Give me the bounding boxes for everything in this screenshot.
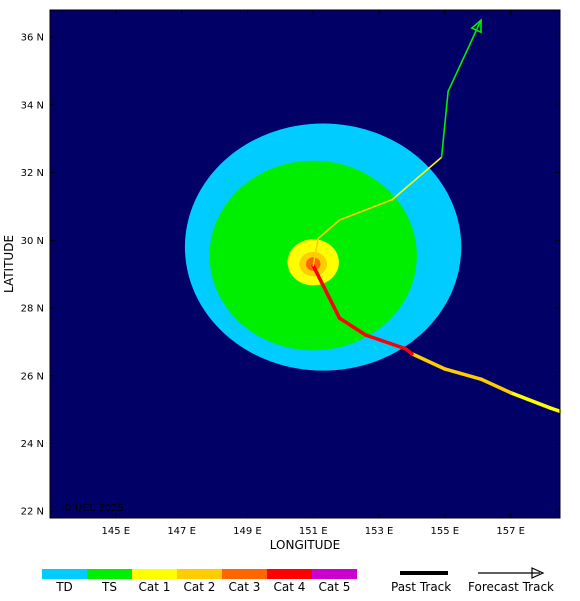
- legend-label: TS: [102, 580, 117, 594]
- legend-label: Cat 1: [138, 580, 171, 594]
- past-track-segment: [337, 316, 368, 337]
- y-tick-label: 36 N: [21, 33, 44, 44]
- legend-swatch-cat2: [177, 569, 222, 579]
- legend-label: Cat 4: [273, 580, 306, 594]
- legend-swatch-cat1: [132, 569, 177, 579]
- past-track-segment: [443, 367, 483, 381]
- forecast-track-segment: [312, 237, 319, 267]
- forecast-arrow-icon: [531, 567, 545, 579]
- past-track-label: Past Track: [391, 580, 452, 594]
- legend-swatch-cat3: [222, 569, 267, 579]
- x-tick-label: 155 E: [431, 526, 460, 537]
- forecast-track-label: Forecast Track: [468, 580, 554, 594]
- map-legend: TD TS Cat 1 Cat 2 Cat 3 Cat 4 Cat 5 Past Track…: [0, 560, 580, 601]
- legend-swatch-ts: [87, 569, 132, 579]
- x-tick-label: 151 E: [299, 526, 328, 537]
- past-track-segment: [508, 390, 552, 410]
- forecast-track-segment: [338, 198, 393, 221]
- plot-frame: [49, 9, 561, 519]
- past-track-segment: [479, 377, 513, 395]
- track-legend-lines: [400, 567, 545, 579]
- legend-label: TD: [56, 580, 73, 594]
- legend-label: Cat 2: [183, 580, 216, 594]
- y-tick-label: 22 N: [21, 507, 44, 518]
- forecast-arrow-icon: [470, 18, 482, 34]
- x-tick-label: 145 E: [102, 526, 131, 537]
- y-tick-label: 24 N: [21, 439, 44, 450]
- forecast-track-segment: [440, 90, 449, 159]
- past-track-segment: [364, 333, 408, 351]
- x-tick-label: 147 E: [167, 526, 196, 537]
- legend-swatch-td: [42, 569, 87, 579]
- y-tick-label: 26 N: [21, 371, 44, 382]
- x-tick-label: 153 E: [365, 526, 394, 537]
- legend-swatch-cat5: [312, 569, 357, 579]
- legend-swatch-cat4: [267, 569, 312, 579]
- wind-field-layer: [184, 123, 462, 371]
- y-tick-label: 30 N: [21, 236, 44, 247]
- past-track-segment: [410, 351, 447, 371]
- forecast-track-segment: [447, 19, 482, 93]
- legend-label: Cat 3: [228, 580, 261, 594]
- y-axis-title: LATITUDE: [2, 235, 16, 293]
- y-tick-label: 28 N: [21, 304, 44, 315]
- x-axis-title: LONGITUDE: [270, 538, 340, 552]
- forecast-track-segment: [317, 219, 341, 240]
- map-axes: 145 E 147 E 149 E 151 E 153 E 155 E 157 E 22 N 2…: [21, 9, 561, 537]
- legend-label: Cat 5: [318, 580, 351, 594]
- forecast-track-segment: [391, 156, 443, 201]
- x-tick-label: 149 E: [233, 526, 262, 537]
- watermark-text: © UCL 2025: [62, 503, 124, 514]
- storm-track-layer: [311, 18, 562, 414]
- y-tick-label: 32 N: [21, 168, 44, 179]
- past-track-segment: [311, 263, 342, 320]
- x-tick-label: 157 E: [496, 526, 525, 537]
- y-tick-label: 34 N: [21, 100, 44, 111]
